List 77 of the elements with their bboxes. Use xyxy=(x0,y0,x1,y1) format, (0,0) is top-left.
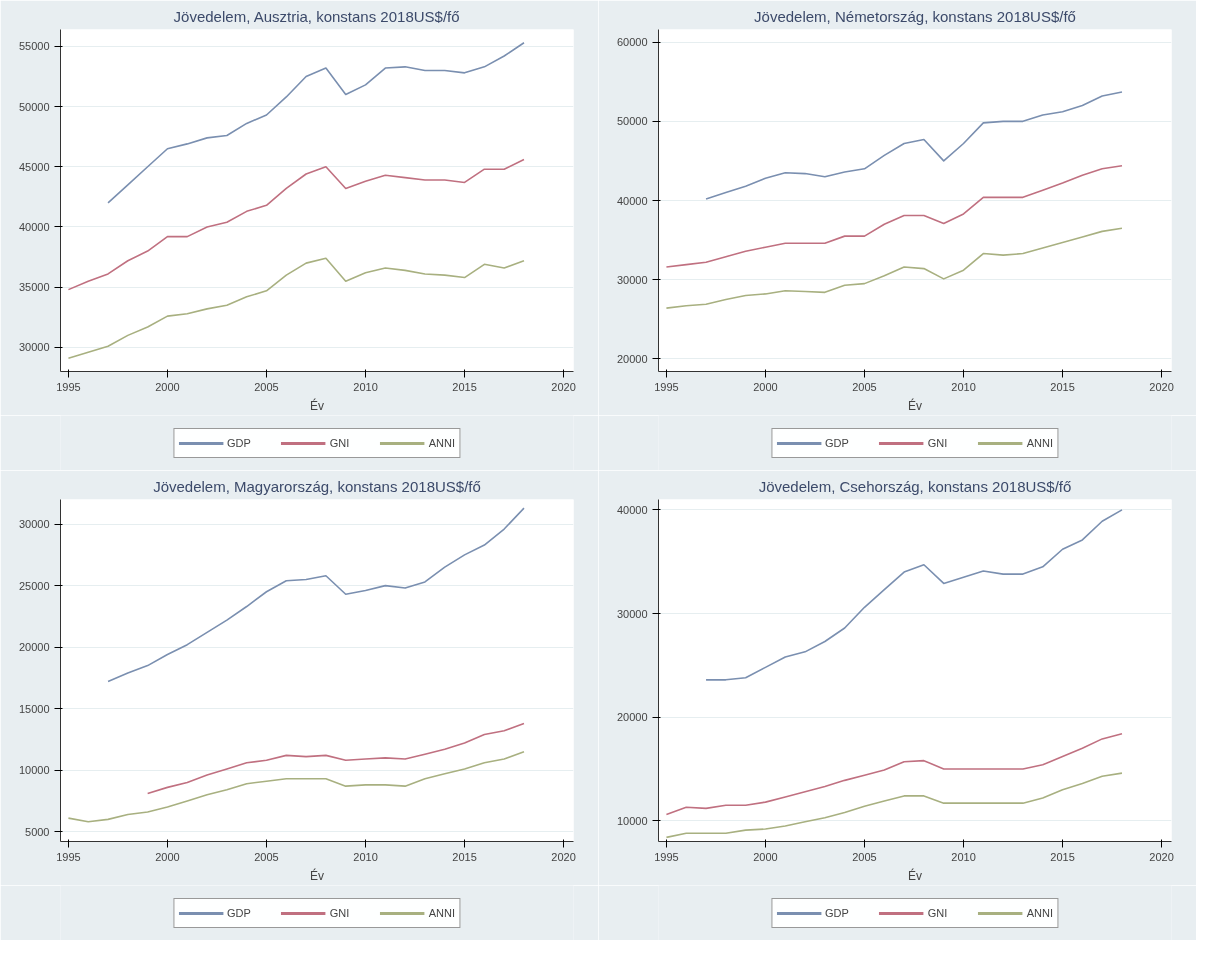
legend-label: ANNI xyxy=(428,906,456,919)
x-tick-label: 2005 xyxy=(852,380,877,393)
legend-label: GDP xyxy=(824,906,849,919)
x-tick-label: 2020 xyxy=(1149,850,1174,863)
y-tick-label: 10000 xyxy=(18,764,50,777)
y-tick-label: 40000 xyxy=(616,503,648,516)
x-tick-label: 2020 xyxy=(551,850,576,863)
legend-label: ANNI xyxy=(1026,906,1054,919)
y-tick-label: 45000 xyxy=(18,160,50,173)
line-series xyxy=(107,41,525,204)
y-tick-label: 40000 xyxy=(616,194,648,207)
legend-label: GNI xyxy=(927,906,948,919)
x-tick-label: 2015 xyxy=(1050,380,1075,393)
x-tick-label: 2020 xyxy=(551,380,576,393)
x-tick-label: 2015 xyxy=(1050,850,1075,863)
legend-label: GNI xyxy=(329,906,350,919)
y-tick-label: 20000 xyxy=(616,352,648,365)
x-tick-label: 1995 xyxy=(56,850,81,863)
x-tick-label: 1995 xyxy=(654,850,679,863)
line-series xyxy=(67,158,525,291)
x-tick-label: 2000 xyxy=(155,380,180,393)
y-tick-label: 50000 xyxy=(616,115,648,128)
line-series xyxy=(665,164,1123,268)
y-tick-label: 30000 xyxy=(616,273,648,286)
x-tick-label: 2005 xyxy=(852,850,877,863)
x-tick-label: 2010 xyxy=(353,850,378,863)
x-tick-label: 2000 xyxy=(753,380,778,393)
y-tick-label: 30000 xyxy=(18,341,50,354)
legend-label: GNI xyxy=(927,436,948,449)
x-tick-label: 2010 xyxy=(353,380,378,393)
line-series xyxy=(665,732,1123,816)
line-series xyxy=(705,91,1123,200)
legend-label: GDP xyxy=(226,906,251,919)
y-tick-label: 55000 xyxy=(18,40,50,53)
x-axis-title: Év xyxy=(908,397,923,413)
chart-title: Jövedelem, Ausztria, konstans 2018US$/fő xyxy=(173,7,460,25)
y-tick-label: 60000 xyxy=(616,36,648,49)
x-tick-label: 2015 xyxy=(452,850,477,863)
y-tick-label: 30000 xyxy=(616,607,648,620)
chart-title: Jövedelem, Németország, konstans 2018US$/fő xyxy=(754,7,1076,25)
x-tick-label: 2020 xyxy=(1149,380,1174,393)
x-tick-label: 2015 xyxy=(452,380,477,393)
legend-label: GDP xyxy=(824,436,849,449)
y-tick-label: 50000 xyxy=(18,100,50,113)
x-axis-title: Év xyxy=(908,867,923,883)
y-tick-label: 5000 xyxy=(25,825,50,838)
y-tick-label: 10000 xyxy=(616,814,648,827)
line-series xyxy=(67,750,525,823)
legend-label: ANNI xyxy=(1026,436,1054,449)
chart-title: Jövedelem, Magyarország, konstans 2018US$/fő xyxy=(153,477,481,495)
y-tick-label: 20000 xyxy=(18,641,50,654)
line-series xyxy=(146,722,525,795)
y-tick-label: 15000 xyxy=(18,702,50,715)
x-tick-label: 2005 xyxy=(254,850,279,863)
line-series xyxy=(107,507,525,683)
legend-label: ANNI xyxy=(428,436,456,449)
x-tick-label: 2010 xyxy=(951,850,976,863)
line-series xyxy=(665,227,1123,309)
x-tick-label: 1995 xyxy=(56,380,81,393)
line-series xyxy=(67,257,525,360)
y-tick-label: 25000 xyxy=(18,579,50,592)
y-tick-label: 40000 xyxy=(18,220,50,233)
chart-title: Jövedelem, Csehország, konstans 2018US$/fő xyxy=(758,477,1072,495)
y-tick-label: 35000 xyxy=(18,281,50,294)
x-tick-label: 2005 xyxy=(254,380,279,393)
x-axis-title: Év xyxy=(310,867,325,883)
x-tick-label: 2000 xyxy=(155,850,180,863)
y-tick-label: 20000 xyxy=(616,711,648,724)
legend-label: GDP xyxy=(226,436,251,449)
y-tick-label: 30000 xyxy=(18,518,50,531)
x-tick-label: 1995 xyxy=(654,380,679,393)
x-tick-label: 2000 xyxy=(753,850,778,863)
line-series xyxy=(665,772,1123,839)
legend-label: GNI xyxy=(329,436,350,449)
line-series xyxy=(705,509,1123,681)
x-tick-label: 2010 xyxy=(951,380,976,393)
x-axis-title: Év xyxy=(310,397,325,413)
